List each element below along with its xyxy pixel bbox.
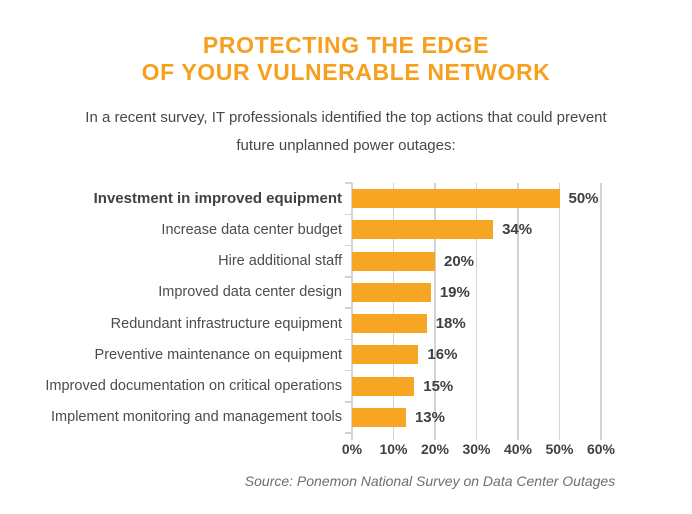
subtitle-line-2: future unplanned power outages:: [236, 137, 456, 154]
gridline: [558, 183, 561, 440]
x-tick-label: 30%: [462, 441, 491, 457]
gridline: [517, 183, 519, 440]
gridline: [351, 183, 353, 440]
bar-value-label: 16%: [427, 346, 458, 364]
bar-value-label: 50%: [568, 190, 599, 208]
axis-tick: [345, 401, 352, 403]
gridline: [392, 183, 395, 440]
x-axis: 0% 10% 20% 30% 40% 50% 60%: [342, 441, 615, 459]
category-label: Investment in improved equipment: [93, 190, 342, 208]
gridline: [600, 183, 602, 440]
category-label: Preventive maintenance on equipment: [94, 346, 342, 363]
category-labels: Investment in improved equipment Increase…: [0, 183, 342, 433]
bar-value-label: 18%: [435, 315, 466, 333]
category-label: Redundant infrastructure equipment: [110, 315, 342, 332]
title-line-1: PROTECTING THE EDGE: [202, 32, 490, 58]
axis-tick: [345, 432, 352, 434]
x-tick-label: 50%: [545, 441, 574, 457]
bar: [352, 282, 431, 302]
plot-area: 50% 34% 20% 19% 18% 16% 15% 13%: [345, 182, 602, 440]
bar: [352, 345, 419, 365]
category-label: Hire additional staff: [218, 253, 342, 270]
x-tick-label: 40%: [503, 441, 533, 457]
bar-value-label: 13%: [414, 408, 445, 426]
bar: [352, 407, 406, 427]
x-tick-label: 0%: [341, 441, 363, 457]
gridline: [475, 183, 478, 440]
bar: [352, 220, 494, 240]
source-caption: Source: Ponemon National Survey on Data …: [244, 473, 616, 489]
category-label: Increase data center budget: [161, 221, 342, 238]
axis-tick: [345, 338, 352, 340]
bar: [352, 314, 427, 334]
bar: [352, 376, 415, 396]
category-label: Implement monitoring and management tool…: [51, 409, 342, 426]
axis-tick: [345, 276, 352, 278]
axis-tick: [345, 182, 352, 184]
gridline: [434, 183, 436, 440]
title-line-2: OF YOUR VULNERABLE NETWORK: [141, 59, 551, 85]
bar-value-label: 34%: [502, 221, 533, 239]
bar-value-label: 15%: [423, 377, 454, 395]
axis-tick: [345, 369, 352, 372]
axis-tick: [345, 213, 352, 215]
subtitle-line-1: In a recent survey, IT professionals ide…: [85, 109, 607, 126]
bar: [352, 189, 560, 209]
x-tick-label: 60%: [586, 441, 616, 457]
category-label: Improved data center design: [158, 284, 342, 301]
subtitle: In a recent survey, IT professionals ide…: [0, 104, 692, 160]
x-tick-label: 20%: [420, 441, 450, 457]
axis-tick: [345, 307, 352, 309]
category-label: Improved documentation on critical opera…: [45, 378, 342, 395]
x-tick-label: 10%: [379, 441, 408, 457]
bar-value-label: 20%: [444, 252, 475, 270]
bar: [352, 251, 435, 271]
axis-tick: [345, 244, 352, 247]
bar-value-label: 19%: [439, 283, 470, 301]
page-title: PROTECTING THE EDGE OF YOUR VULNERABLE N…: [0, 32, 692, 86]
